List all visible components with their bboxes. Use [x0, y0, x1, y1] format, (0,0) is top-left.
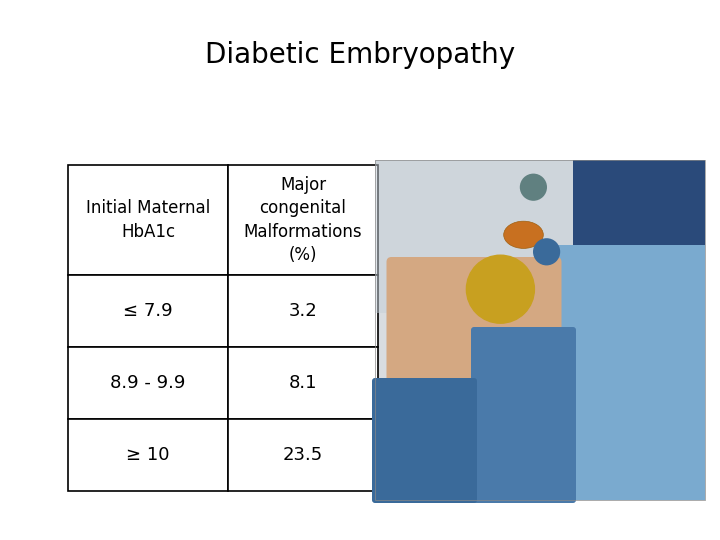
Text: Initial Maternal
HbA1c: Initial Maternal HbA1c — [86, 199, 210, 241]
Bar — [68, 347, 228, 419]
FancyBboxPatch shape — [372, 378, 477, 503]
Circle shape — [467, 255, 534, 323]
Bar — [68, 275, 228, 347]
Text: 8.9 - 9.9: 8.9 - 9.9 — [110, 374, 186, 392]
Text: ≥ 10: ≥ 10 — [126, 446, 170, 464]
Text: Major
congenital
Malformations
(%): Major congenital Malformations (%) — [243, 176, 362, 265]
Bar — [375, 398, 557, 500]
Bar — [68, 419, 228, 491]
Bar — [68, 165, 228, 275]
Bar — [375, 160, 705, 500]
Text: 23.5: 23.5 — [283, 446, 323, 464]
Circle shape — [520, 173, 547, 201]
FancyBboxPatch shape — [387, 257, 562, 420]
Bar — [375, 160, 705, 500]
Text: ≤ 7.9: ≤ 7.9 — [123, 302, 173, 320]
Bar — [557, 245, 705, 500]
Ellipse shape — [504, 221, 544, 248]
Circle shape — [533, 238, 560, 265]
Bar — [228, 275, 378, 347]
Text: Diabetic Embryopathy: Diabetic Embryopathy — [205, 41, 515, 69]
FancyBboxPatch shape — [471, 327, 576, 503]
Bar — [375, 160, 705, 313]
Bar — [228, 347, 378, 419]
Text: 3.2: 3.2 — [289, 302, 318, 320]
Text: 8.1: 8.1 — [289, 374, 318, 392]
FancyBboxPatch shape — [573, 160, 705, 262]
Bar — [228, 165, 378, 275]
Bar — [228, 419, 378, 491]
